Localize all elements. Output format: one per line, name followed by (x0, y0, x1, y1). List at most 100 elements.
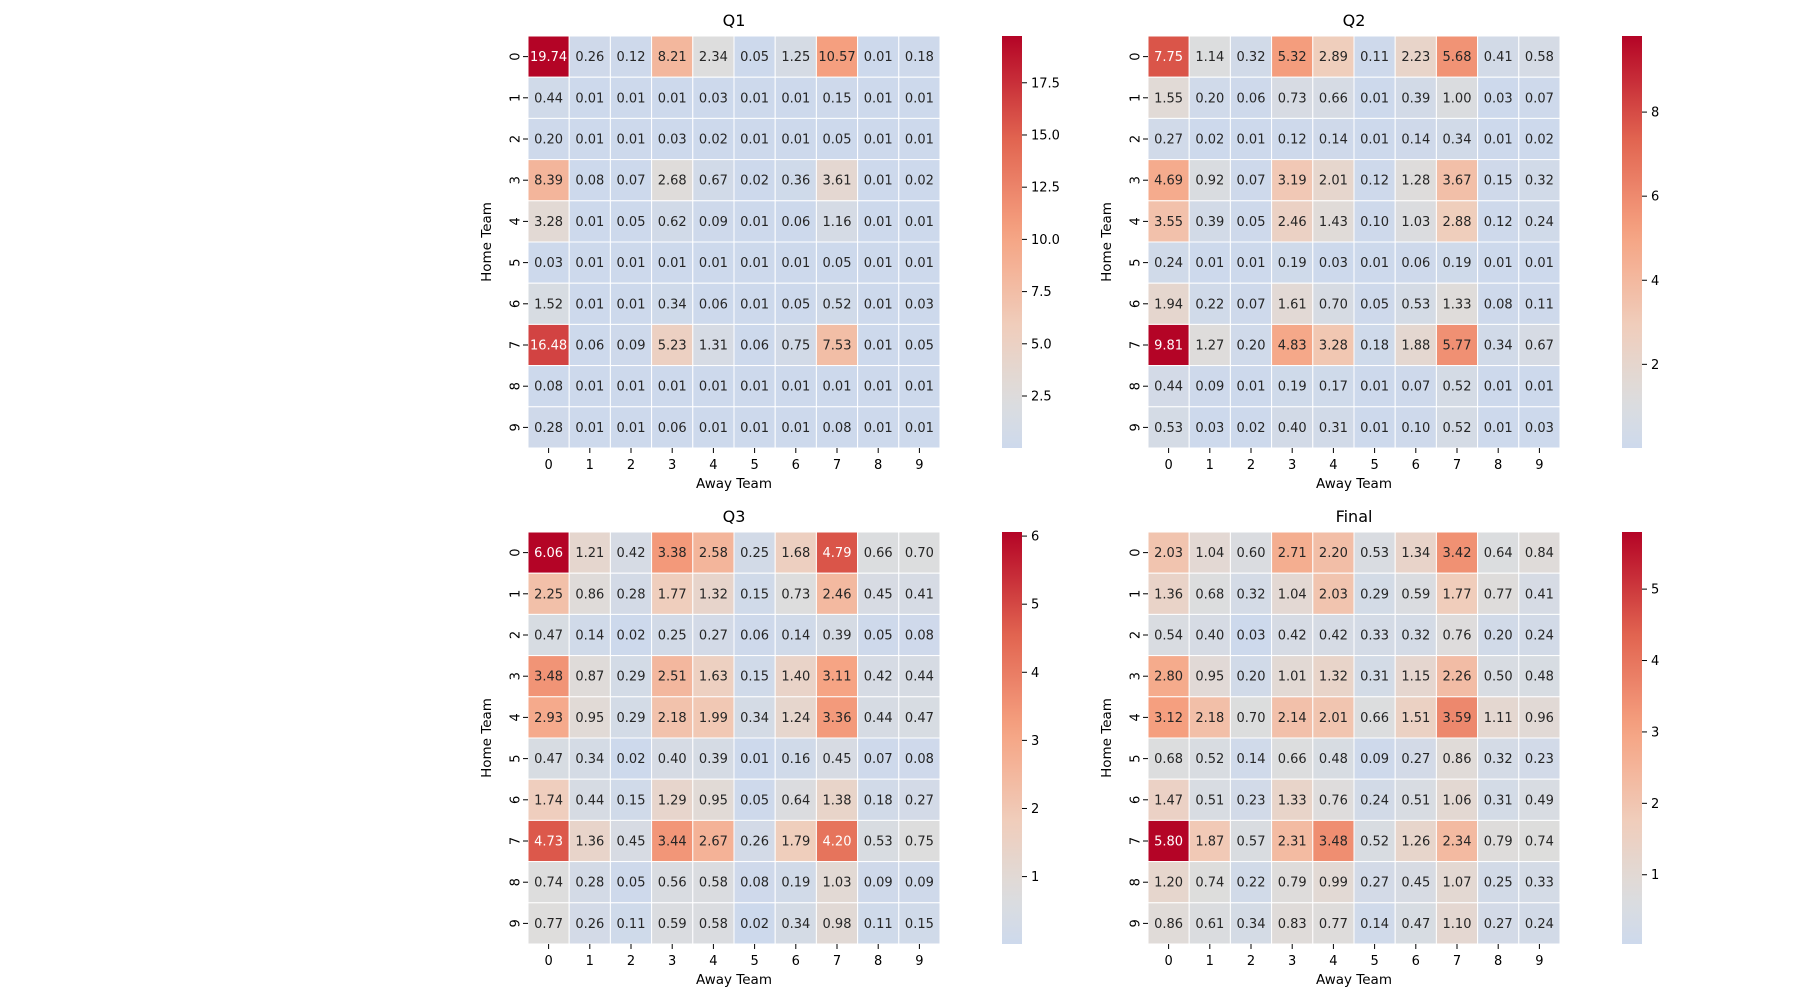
heatmap-cell (857, 241, 900, 284)
heatmap-cell (815, 200, 859, 243)
cell-value-label: 0.01 (699, 256, 728, 271)
heatmap-cell (815, 365, 859, 408)
cell-value-label: 0.02 (740, 174, 769, 189)
cell-value-label: 0.31 (1319, 421, 1348, 436)
cell-value-label: 0.48 (1525, 670, 1554, 685)
cell-value-label: 0.08 (534, 380, 563, 395)
heatmap-cell (898, 282, 941, 325)
heatmap-cell (1518, 861, 1561, 904)
cell-value-label: 0.27 (1360, 876, 1389, 891)
x-tick-label: 0 (1164, 954, 1172, 969)
x-tick-label: 4 (709, 954, 717, 969)
cell-value-label: 0.20 (1484, 629, 1513, 644)
heatmap-cell (527, 531, 570, 574)
cell-value-label: 0.01 (740, 297, 769, 312)
y-tick-label: 9 (509, 423, 524, 431)
cell-value-label: 0.01 (1360, 380, 1389, 395)
cell-value-label: 0.08 (905, 752, 934, 767)
cell-value-label: 0.32 (1525, 174, 1554, 189)
cell-value-label: 0.25 (740, 546, 769, 561)
heatmap-cell (1229, 572, 1273, 615)
cell-value-label: 0.06 (658, 421, 687, 436)
cell-value-label: 0.24 (1525, 917, 1554, 932)
heatmap-cell (1271, 861, 1314, 904)
x-tick-label: 1 (1206, 458, 1214, 473)
cell-value-label: 0.95 (699, 793, 728, 808)
heatmap-cell (1271, 159, 1314, 202)
cell-value-label: 0.01 (575, 256, 604, 271)
y-tick-label: 8 (509, 878, 524, 886)
heatmap-cell (1353, 323, 1396, 367)
cell-value-label: 9.81 (1154, 339, 1183, 354)
cell-value-label: 0.42 (617, 546, 646, 561)
cell-value-label: 0.47 (905, 711, 934, 726)
heatmap-cell (651, 76, 694, 119)
heatmap-cell (815, 76, 859, 119)
cell-value-label: 0.45 (864, 587, 893, 602)
cell-value-label: 4.83 (1278, 339, 1307, 354)
heatmap-panel-2: Q3 6.06 1.21 0.42 3.38 2.58 0.25 1.68 4.79 0.66 0.… (479, 507, 1039, 988)
heatmap-cell (1435, 778, 1479, 821)
colorbar-tick-label: 2 (1651, 797, 1659, 812)
chart-title: Final (1336, 507, 1373, 526)
heatmap-cell (568, 902, 611, 945)
cell-value-label: 0.29 (1360, 587, 1389, 602)
cell-value-label: 0.20 (534, 133, 563, 148)
cell-value-label: 2.18 (1195, 711, 1224, 726)
heatmap-cell (1188, 35, 1231, 78)
cell-value-label: 0.47 (534, 629, 563, 644)
cell-value-label: 0.27 (1484, 917, 1513, 932)
cell-value-label: 1.74 (534, 793, 563, 808)
y-tick-label: 8 (1129, 878, 1144, 886)
cell-value-label: 0.77 (1484, 587, 1513, 602)
cell-value-label: 4.69 (1154, 174, 1183, 189)
cell-value-label: 0.07 (1401, 380, 1430, 395)
cell-value-label: 0.34 (1443, 133, 1472, 148)
heatmap-cell (1394, 282, 1437, 325)
cell-value-label: 2.68 (658, 174, 687, 189)
heatmap-cell (1271, 655, 1314, 698)
cell-value-label: 0.01 (1484, 421, 1513, 436)
cell-value-label: 0.52 (1443, 380, 1472, 395)
heatmap-cell (609, 241, 653, 284)
heatmap-cell (733, 200, 776, 243)
heatmap-cell (898, 117, 941, 161)
cell-value-label: 0.06 (1401, 256, 1430, 271)
heatmap-cell (609, 531, 653, 574)
heatmap-cell (1353, 76, 1396, 119)
cell-value-label: 0.42 (864, 670, 893, 685)
y-tick-label: 7 (509, 341, 524, 349)
cell-value-label: 0.08 (1484, 297, 1513, 312)
heatmap-cell (1435, 35, 1479, 78)
cell-value-label: 0.03 (1237, 629, 1266, 644)
heatmap-cell (733, 406, 776, 449)
cell-value-label: 3.28 (1319, 339, 1348, 354)
heatmap-cell (1518, 613, 1561, 657)
heatmap-cell (1394, 200, 1437, 243)
heatmap-cell (1518, 531, 1561, 574)
x-tick-label: 8 (874, 458, 882, 473)
cell-value-label: 0.01 (1360, 421, 1389, 436)
heatmap-cell (1147, 282, 1190, 325)
heatmap-cell (898, 323, 941, 367)
y-tick-label: 4 (509, 217, 524, 225)
heatmap-cell (1188, 778, 1231, 821)
cell-value-label: 0.02 (617, 752, 646, 767)
cell-value-label: 0.22 (1195, 297, 1224, 312)
heatmap-cell (857, 778, 900, 821)
heatmap-cell (1229, 241, 1273, 284)
cell-value-label: 0.01 (575, 215, 604, 230)
cell-value-label: 0.11 (864, 917, 893, 932)
cell-value-label: 3.12 (1154, 711, 1183, 726)
cell-value-label: 0.33 (1525, 876, 1554, 891)
colorbar-tick-label: 2 (1031, 802, 1039, 817)
cell-value-label: 0.11 (1525, 297, 1554, 312)
cell-value-label: 2.18 (658, 711, 687, 726)
x-tick-label: 5 (750, 954, 758, 969)
y-tick-label: 7 (1129, 837, 1144, 845)
heatmap-cell (568, 365, 611, 408)
cell-value-label: 0.19 (1443, 256, 1472, 271)
heatmap-cell (609, 117, 653, 161)
cell-value-label: 1.11 (1484, 711, 1513, 726)
cell-value-label: 4.20 (823, 835, 852, 850)
